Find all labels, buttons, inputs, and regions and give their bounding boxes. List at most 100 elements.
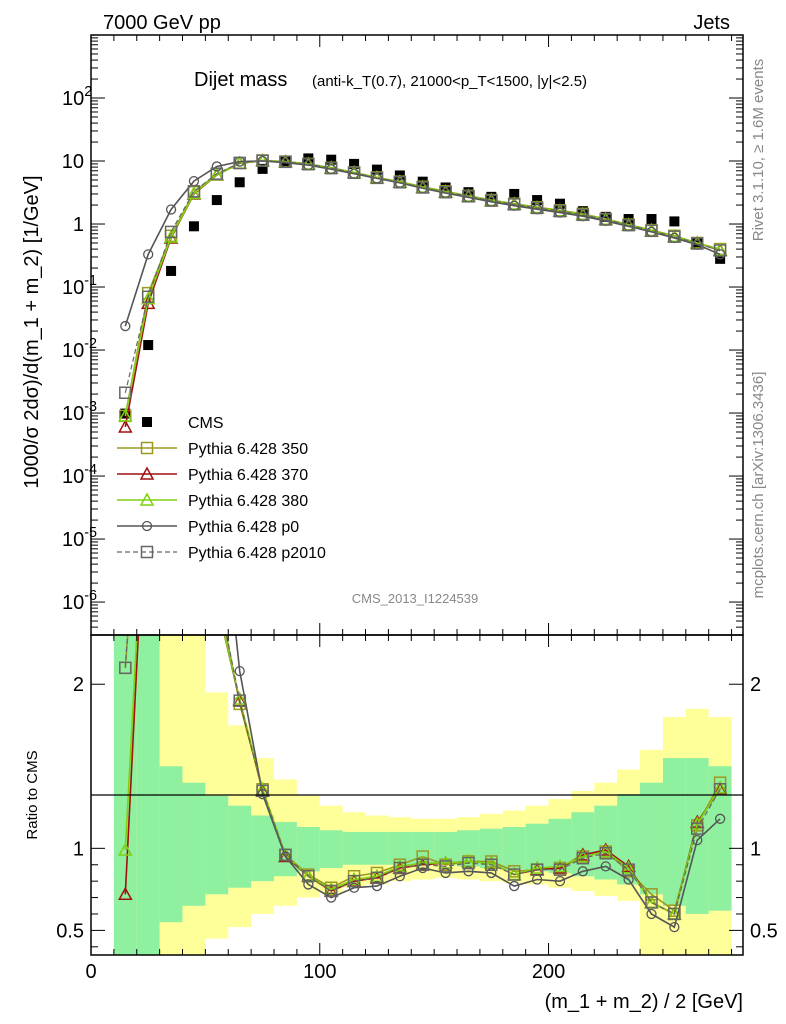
ratio-band-inner-bin <box>205 795 229 895</box>
legend-entry-pythia-6-428-p0: Pythia 6.428 p0 <box>117 519 299 536</box>
ratio-point <box>118 886 133 901</box>
ratio-line-pythia-6-428-p0 <box>235 635 721 929</box>
legend-entry-cms: CMS <box>142 415 224 432</box>
legend-marker <box>139 492 155 506</box>
ratio-point <box>302 869 315 883</box>
ratio-series-pythia-6-428-p0 <box>234 635 726 933</box>
data-point <box>622 218 635 232</box>
legend-label: Pythia 6.428 p2010 <box>188 545 326 562</box>
ratio-point <box>393 861 407 875</box>
ratio-point <box>509 880 520 892</box>
data-point <box>187 185 201 198</box>
tick-label: 10-2 <box>62 336 97 362</box>
ratio-band-inner-bin <box>708 766 732 911</box>
ratio-band-inner-bin <box>365 831 389 865</box>
tick-label: 2 <box>73 674 84 696</box>
data-point <box>118 419 133 433</box>
ratio-point <box>303 879 314 890</box>
ratio-point <box>462 856 475 870</box>
ratio-band-inner-bin <box>502 827 526 870</box>
data-point <box>393 176 407 189</box>
legend-label: Pythia 6.428 350 <box>188 441 308 458</box>
ratio-point <box>598 842 614 856</box>
ratio-point <box>714 813 726 824</box>
ratio-band-inner-bin <box>388 831 412 865</box>
data-point <box>120 320 131 332</box>
data-point <box>575 206 591 221</box>
legend-entry-pythia-6-428-p2010: Pythia 6.428 p2010 <box>117 545 326 562</box>
data-point <box>257 163 268 174</box>
data-point <box>529 200 545 214</box>
data-point <box>233 156 246 170</box>
ratio-point <box>600 861 611 872</box>
header-left-label: 7000 GeV pp <box>103 12 221 34</box>
data-point <box>256 154 269 167</box>
ratio-point <box>554 876 566 887</box>
series-pythia-6-428-350 <box>119 154 727 423</box>
tick-label: 1 <box>73 838 84 860</box>
data-point <box>645 224 658 238</box>
plot-subtitle: (anti-k_T(0.7), 21000<p_T<1500, |y|<2.5) <box>312 73 587 90</box>
legend-label: Pythia 6.428 380 <box>188 493 308 510</box>
data-point <box>349 158 360 169</box>
data-point <box>462 190 475 203</box>
ratio-point <box>575 847 591 861</box>
ratio-point <box>416 850 429 863</box>
legend-label: Pythia 6.428 370 <box>188 467 308 484</box>
main-y-axis-label: 1000/σ 2dσ)/d(m_1 + m_2) [1/GeV] <box>21 175 43 488</box>
ratio-point <box>668 907 681 921</box>
ratio-band-inner-bin <box>228 805 252 888</box>
ratio-point <box>118 842 133 856</box>
tick-label: 100 <box>303 961 336 983</box>
ratio-band-inner-bin <box>434 831 458 865</box>
tick-label: 1 <box>750 838 761 860</box>
data-point <box>143 340 154 351</box>
data-point <box>485 194 498 207</box>
tick-label: 0.5 <box>750 920 778 942</box>
data-point <box>324 161 338 175</box>
ratio-point <box>347 874 361 888</box>
main-panel-series <box>118 153 728 433</box>
data-point <box>713 244 727 257</box>
ratio-point <box>371 880 383 892</box>
legend-marker <box>139 466 155 480</box>
data-point <box>166 265 177 276</box>
data-point <box>532 195 543 206</box>
tick-label: 200 <box>532 961 565 983</box>
ratio-point <box>530 863 544 876</box>
ratio-point <box>439 860 452 873</box>
legend-label: Pythia 6.428 p0 <box>188 519 299 536</box>
axis-tick-labels: 10-6 10-5 10-4 10-3 10-2 10-1 1 10 102 0.5 0.5 1 1 2 2… <box>56 84 778 983</box>
ratio-point <box>507 868 521 881</box>
ratio-band-inner-bin <box>251 815 275 882</box>
data-point <box>714 249 726 260</box>
ratio-band-inner-bin <box>548 818 572 873</box>
series-pythia-6-428-380 <box>118 153 728 422</box>
x-axis-label: (m_1 + m_2) / 2 [GeV] <box>545 991 743 1013</box>
legend-entry-pythia-6-428-380: Pythia 6.428 380 <box>117 492 308 510</box>
ratio-point <box>119 661 132 675</box>
ratio-point <box>552 858 568 873</box>
data-point <box>188 221 199 232</box>
ratio-point <box>645 896 658 909</box>
ratio-point <box>553 863 567 876</box>
ratio-point <box>576 851 590 865</box>
series-line-pythia-6-428-p2010 <box>124 160 721 393</box>
ratio-point <box>256 784 269 798</box>
series-line-pythia-6-428-380 <box>124 159 721 417</box>
data-point <box>669 216 680 227</box>
axis-ticks <box>90 35 743 955</box>
ratio-point <box>622 863 635 876</box>
data-point <box>506 196 522 210</box>
plot-title: Dijet mass <box>194 69 287 91</box>
data-point <box>140 291 156 305</box>
tick-label: 10-3 <box>62 399 97 425</box>
data-point <box>599 213 612 226</box>
data-point <box>326 154 337 165</box>
ratio-point <box>712 780 728 794</box>
tick-label: 10 <box>62 151 84 173</box>
ratio-band-inner-bin <box>525 823 549 872</box>
ratio-point <box>577 866 589 877</box>
data-point <box>234 177 245 188</box>
data-point <box>302 157 315 171</box>
